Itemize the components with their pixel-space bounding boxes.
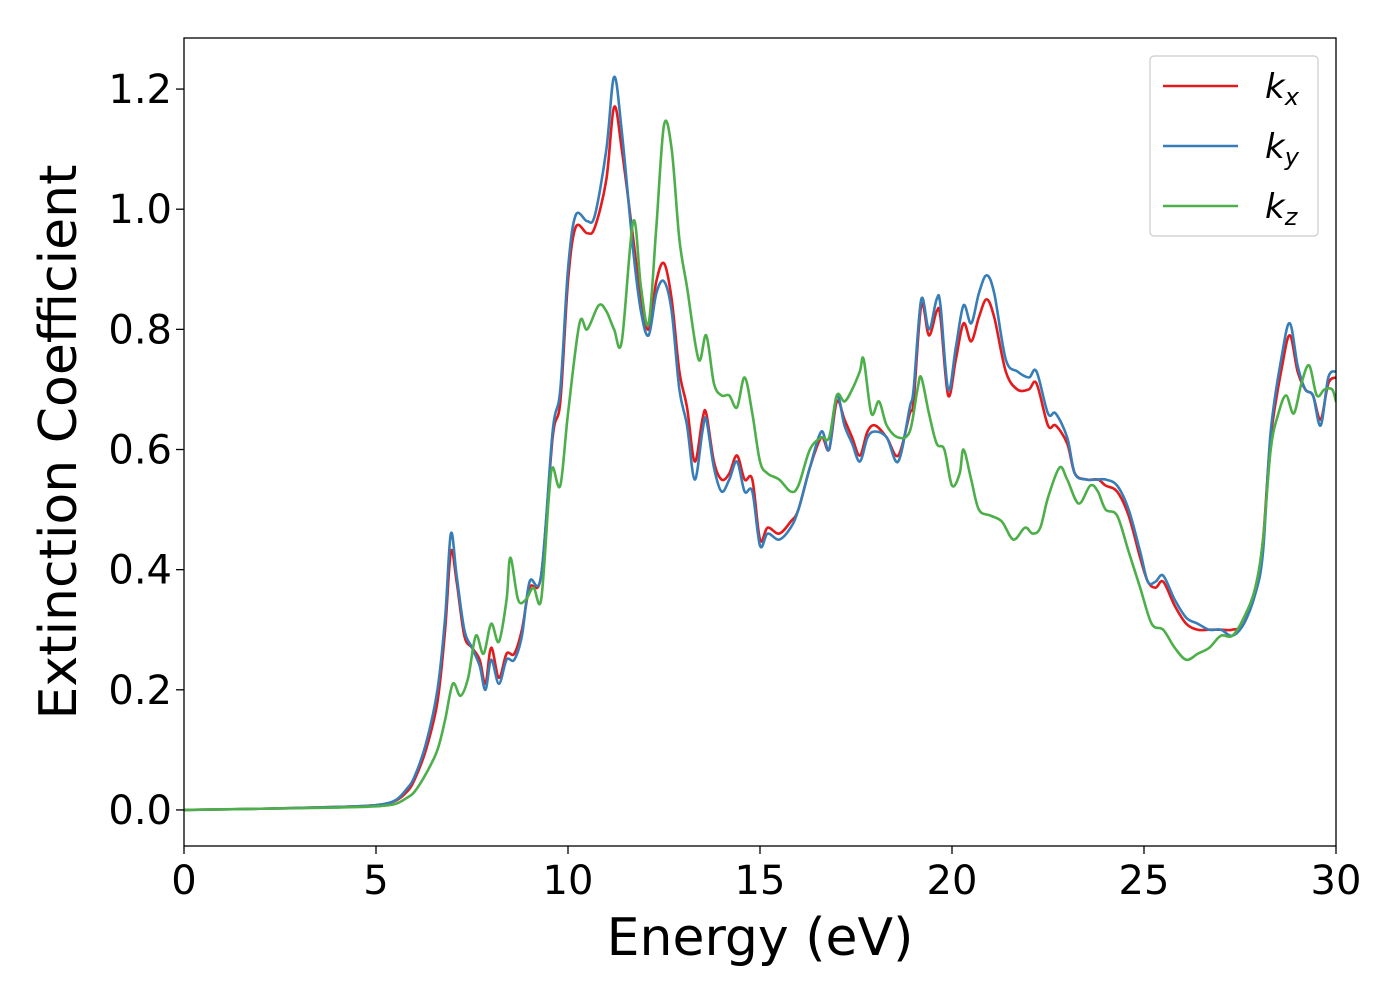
legend-label-base: k — [1265, 127, 1286, 167]
x-axis-label: Energy (eV) — [607, 908, 914, 968]
series-line-kz — [184, 119, 1336, 812]
x-tick-label: 0 — [171, 858, 196, 904]
legend-label-subscript: y — [1284, 143, 1300, 171]
y-tick-label: 0.8 — [108, 307, 172, 353]
y-tick-label: 1.0 — [108, 187, 172, 233]
y-tick-label: 0.6 — [108, 428, 172, 474]
legend-label-ky: ky — [1265, 127, 1300, 171]
y-axis: 0.0 0.2 0.4 0.6 0.8 1.0 1.2 — [108, 67, 184, 834]
y-tick-label: 0.4 — [108, 548, 172, 594]
y-tick-label: 0.2 — [108, 668, 172, 714]
legend-label-kx: kx — [1265, 67, 1300, 111]
x-tick-label: 30 — [1311, 858, 1362, 904]
y-axis-label: Extinction Coefficient — [29, 165, 89, 720]
legend-label-subscript: z — [1284, 203, 1299, 231]
legend-label-kz: kz — [1265, 187, 1299, 231]
x-tick-label: 15 — [735, 858, 786, 904]
legend-label-base: k — [1265, 67, 1286, 107]
y-tick-label: 0.0 — [108, 788, 172, 834]
x-tick-label: 10 — [543, 858, 594, 904]
x-axis: 0 5 10 15 20 25 30 — [171, 846, 1361, 904]
x-tick-label: 25 — [1119, 858, 1170, 904]
legend-label-subscript: x — [1284, 83, 1300, 111]
x-tick-label: 5 — [363, 858, 388, 904]
legend-label-base: k — [1265, 187, 1286, 227]
y-tick-label: 1.2 — [108, 67, 172, 113]
x-tick-label: 20 — [927, 858, 978, 904]
